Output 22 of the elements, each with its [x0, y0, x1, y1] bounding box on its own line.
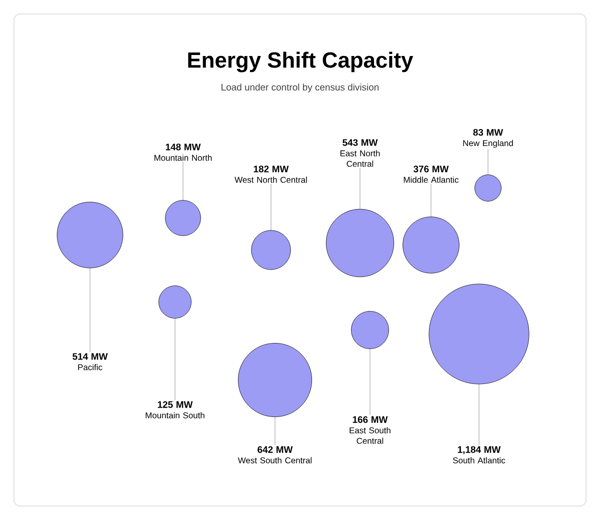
- category-label: Mountain South: [146, 412, 204, 418]
- data-label: 182 MW: [254, 166, 289, 172]
- category-label: Pacific: [78, 364, 102, 370]
- data-label: 514 MW: [72, 353, 108, 360]
- category-label: West North Central: [234, 176, 307, 183]
- data-label: 148 MW: [166, 144, 201, 150]
- text: Load under control by census division: [222, 84, 379, 92]
- data-label: 642 MW: [258, 446, 293, 453]
- category-label: East North Central: [340, 150, 380, 167]
- category-label: Middle Atlantic: [404, 176, 459, 183]
- data-label: 166 MW: [352, 416, 388, 423]
- data-label: 1,184 MW: [458, 446, 501, 454]
- data-label: 125 MW: [158, 401, 193, 408]
- data-label: 376 MW: [414, 166, 449, 172]
- category-label: New England: [463, 140, 513, 148]
- data-label: 83 MW: [473, 128, 504, 136]
- category-label: South Atlantic: [453, 457, 506, 464]
- data-label: 543 MW: [342, 139, 378, 146]
- category-label: Mountain North: [154, 154, 212, 161]
- category-label: East South Central: [350, 427, 390, 444]
- text: Energy Shift Capacity: [188, 52, 414, 72]
- category-label: West South Central: [238, 457, 312, 464]
